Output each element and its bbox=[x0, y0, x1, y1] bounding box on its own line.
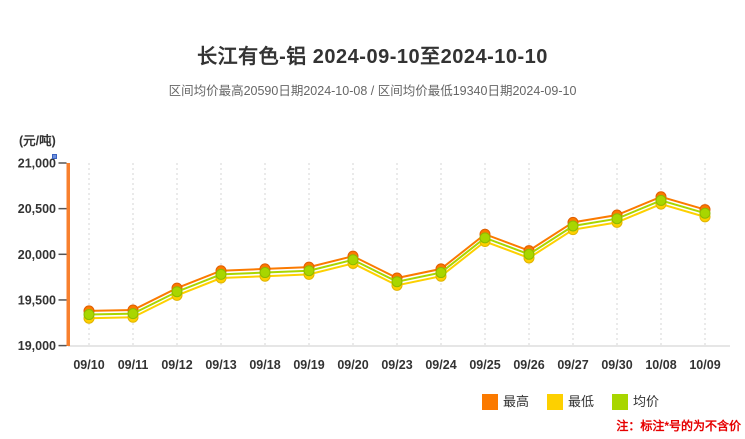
svg-text:19,000: 19,000 bbox=[18, 339, 56, 353]
svg-text:10/09: 10/09 bbox=[689, 358, 720, 372]
svg-text:09/18: 09/18 bbox=[249, 358, 280, 372]
svg-text:19,500: 19,500 bbox=[18, 293, 56, 307]
page-title: 长江有色-铝 2024-09-10至2024-10-10 bbox=[197, 46, 548, 68]
svg-text:09/19: 09/19 bbox=[293, 358, 324, 372]
chart-legend: 最高 最低 均价 bbox=[482, 394, 659, 410]
svg-text:09/13: 09/13 bbox=[205, 358, 236, 372]
svg-text:09/23: 09/23 bbox=[381, 358, 412, 372]
page-subtitle: 区间均价最高20590日期2024-10-08 / 区间均价最低19340日期2… bbox=[168, 84, 577, 98]
legend-item-low: 最低 bbox=[547, 394, 594, 410]
svg-text:09/20: 09/20 bbox=[337, 358, 368, 372]
svg-text:09/26: 09/26 bbox=[513, 358, 544, 372]
avg-series-swatch-icon bbox=[612, 394, 629, 410]
svg-text:09/25: 09/25 bbox=[469, 358, 500, 372]
svg-text:10/08: 10/08 bbox=[645, 358, 676, 372]
stray-blue-dot bbox=[52, 154, 57, 159]
svg-text:20,500: 20,500 bbox=[18, 202, 56, 216]
y-axis-unit-label: (元/吨) bbox=[19, 134, 56, 148]
svg-text:09/24: 09/24 bbox=[425, 358, 456, 372]
svg-text:09/11: 09/11 bbox=[118, 358, 149, 372]
legend-item-high: 最高 bbox=[482, 394, 529, 410]
legend-label-high: 最高 bbox=[503, 394, 530, 409]
svg-text:09/30: 09/30 bbox=[601, 358, 632, 372]
svg-text:20,000: 20,000 bbox=[18, 248, 56, 262]
legend-label-low: 最低 bbox=[568, 394, 595, 409]
svg-text:21,000: 21,000 bbox=[18, 157, 56, 171]
svg-text:09/27: 09/27 bbox=[557, 358, 588, 372]
high-series-swatch-icon bbox=[482, 394, 498, 410]
low-series-swatch-icon bbox=[547, 394, 564, 410]
svg-text:09/12: 09/12 bbox=[161, 358, 192, 372]
legend-label-avg: 均价 bbox=[633, 394, 660, 409]
svg-text:09/10: 09/10 bbox=[73, 358, 104, 372]
legend-item-avg: 均价 bbox=[612, 394, 659, 410]
footnote-note: 注：标注*号的为不含价 bbox=[616, 419, 741, 433]
